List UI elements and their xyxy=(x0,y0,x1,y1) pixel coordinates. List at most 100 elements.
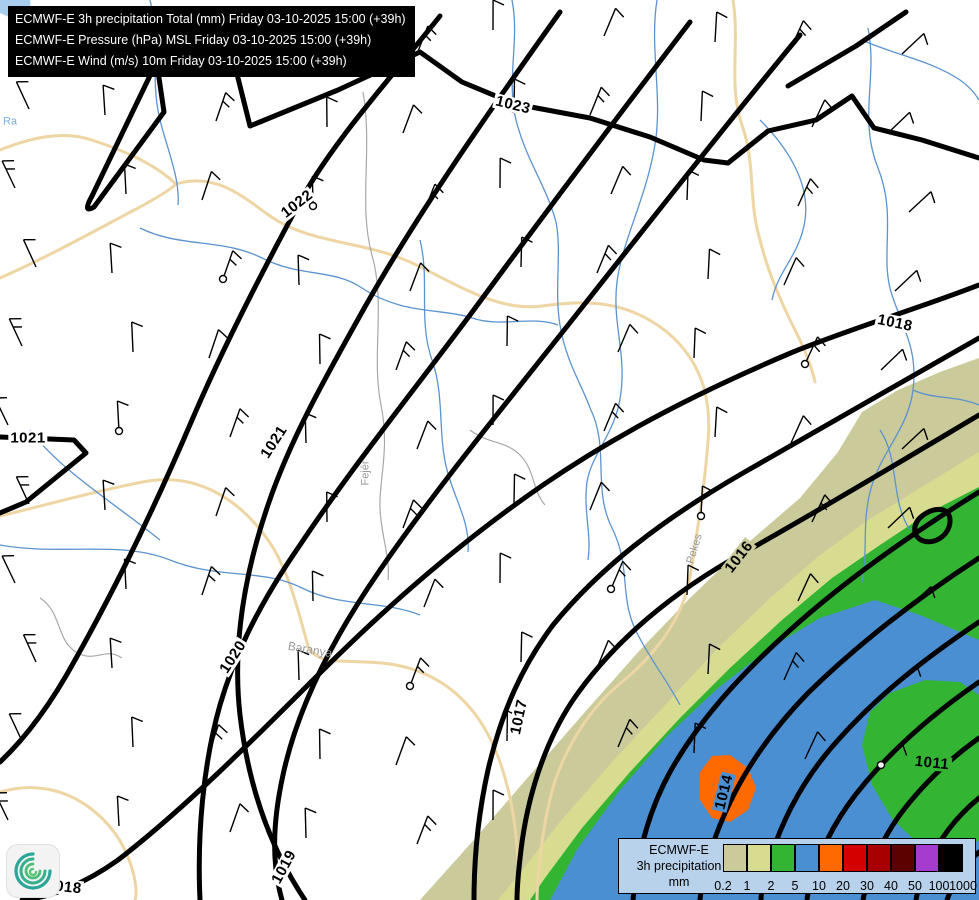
isobar-1017 xyxy=(471,335,979,900)
swirl-icon xyxy=(14,852,52,890)
legend-color-box xyxy=(915,844,939,872)
legend-tick-label: 1000 xyxy=(949,879,977,893)
wind-barb xyxy=(499,157,512,189)
wind-barb xyxy=(790,20,812,49)
wind-barb xyxy=(8,713,23,742)
isobar-label: 1021 xyxy=(8,429,48,447)
legend-color-box xyxy=(891,844,915,872)
wind-barb xyxy=(326,96,338,128)
wind-barb xyxy=(0,397,9,426)
calm-wind-circle xyxy=(218,274,228,284)
legend-color-box xyxy=(867,844,891,872)
wind-barb xyxy=(215,92,235,122)
legend-tick-label: 2 xyxy=(767,879,775,893)
wind-barb xyxy=(201,565,221,596)
wind-barb xyxy=(492,0,505,31)
wind-barb xyxy=(499,552,512,584)
wind-barb xyxy=(596,244,618,274)
legend-color-box xyxy=(723,844,747,872)
wind-barb xyxy=(603,402,625,432)
calm-wind-circle xyxy=(606,584,616,594)
calm-wind-circle xyxy=(308,201,318,211)
wind-barb xyxy=(304,412,317,444)
precipitation-legend: ECMWF-E 3h precipitation mm 0.2 1 2 5 10 20 30… xyxy=(618,838,977,894)
wind-barb xyxy=(894,269,922,292)
wind-barb xyxy=(116,400,129,432)
wind-barb xyxy=(109,637,122,669)
legend-tick-label: 50 xyxy=(908,879,922,893)
wind-barb xyxy=(783,257,805,286)
wind-barb xyxy=(1,160,16,189)
wind-barb xyxy=(22,634,37,663)
wind-barb xyxy=(304,807,317,839)
isobar-1021-ridge xyxy=(0,434,89,516)
title-block: ECMWF-E 3h precipitation Total (mm) Frid… xyxy=(8,6,415,77)
title-line-precip: ECMWF-E 3h precipitation Total (mm) Frid… xyxy=(15,12,406,26)
wind-barb xyxy=(693,722,707,754)
legend-title-parameter: 3h precipitation xyxy=(636,859,722,873)
wind-barb xyxy=(229,408,250,438)
wind-barb xyxy=(700,485,714,517)
wind-barb xyxy=(229,803,250,833)
isobar-1019 xyxy=(272,32,803,900)
wind-barb xyxy=(520,236,533,268)
isobar-1018 xyxy=(19,282,979,900)
wind-barb xyxy=(901,427,929,450)
wind-barb xyxy=(797,178,819,207)
legend-tick-label: 40 xyxy=(884,879,898,893)
place-label: Fejér xyxy=(359,460,372,486)
legend-color-box xyxy=(795,844,819,872)
legend-color-box xyxy=(843,844,867,872)
legend-tick-label: 5 xyxy=(791,879,799,893)
calm-wind-circle xyxy=(405,681,415,691)
isobar-mini-loop xyxy=(912,506,953,545)
wind-barb xyxy=(783,652,805,681)
isobar-1021 xyxy=(235,9,563,900)
wind-barb xyxy=(707,643,721,675)
wind-barb xyxy=(707,248,721,280)
legend-color-box xyxy=(939,844,963,872)
wind-barb xyxy=(901,32,929,55)
wind-barb xyxy=(492,789,505,821)
legend-tick-label: 0.2 xyxy=(714,879,732,893)
wind-barb xyxy=(589,481,611,511)
wind-barb xyxy=(102,479,115,511)
wind-barb xyxy=(123,163,136,195)
wind-barb xyxy=(506,315,519,347)
wind-barb xyxy=(700,90,714,122)
wind-barb xyxy=(102,84,115,116)
wind-barb xyxy=(416,420,437,450)
wind-barb xyxy=(617,323,639,353)
wind-barb xyxy=(513,473,526,505)
wind-barb xyxy=(610,165,632,195)
wind-barb xyxy=(714,11,728,43)
wind-barb xyxy=(880,743,908,766)
wind-barb xyxy=(208,329,228,359)
wind-barb xyxy=(880,348,908,371)
isobar-hairpin-topleft xyxy=(85,27,175,212)
isobar-seg-topright xyxy=(785,9,909,89)
wind-barb xyxy=(589,86,611,116)
wind-barb xyxy=(887,111,915,134)
wind-barb xyxy=(416,25,437,55)
wind-barb xyxy=(790,415,812,444)
wind-barb xyxy=(215,487,235,517)
calm-wind-circle xyxy=(800,359,810,369)
wind-barb xyxy=(318,333,331,365)
place-label: Ra xyxy=(2,115,18,128)
wind-barb xyxy=(318,728,331,760)
wind-barb xyxy=(402,499,423,529)
legend-tick-label: 1 xyxy=(743,879,751,893)
wind-barb xyxy=(402,104,423,134)
precip-band-5 xyxy=(550,600,979,900)
wind-barb xyxy=(297,649,310,681)
legend-title: ECMWF-E 3h precipitation mm xyxy=(621,842,737,890)
wind-barb xyxy=(123,558,136,590)
wind-barb xyxy=(520,631,533,663)
wind-barb xyxy=(311,570,324,602)
title-line-pressure: ECMWF-E Pressure (hPa) MSL Friday 03-10-… xyxy=(15,33,372,47)
wind-barb xyxy=(492,394,505,426)
wind-barb xyxy=(0,792,9,821)
